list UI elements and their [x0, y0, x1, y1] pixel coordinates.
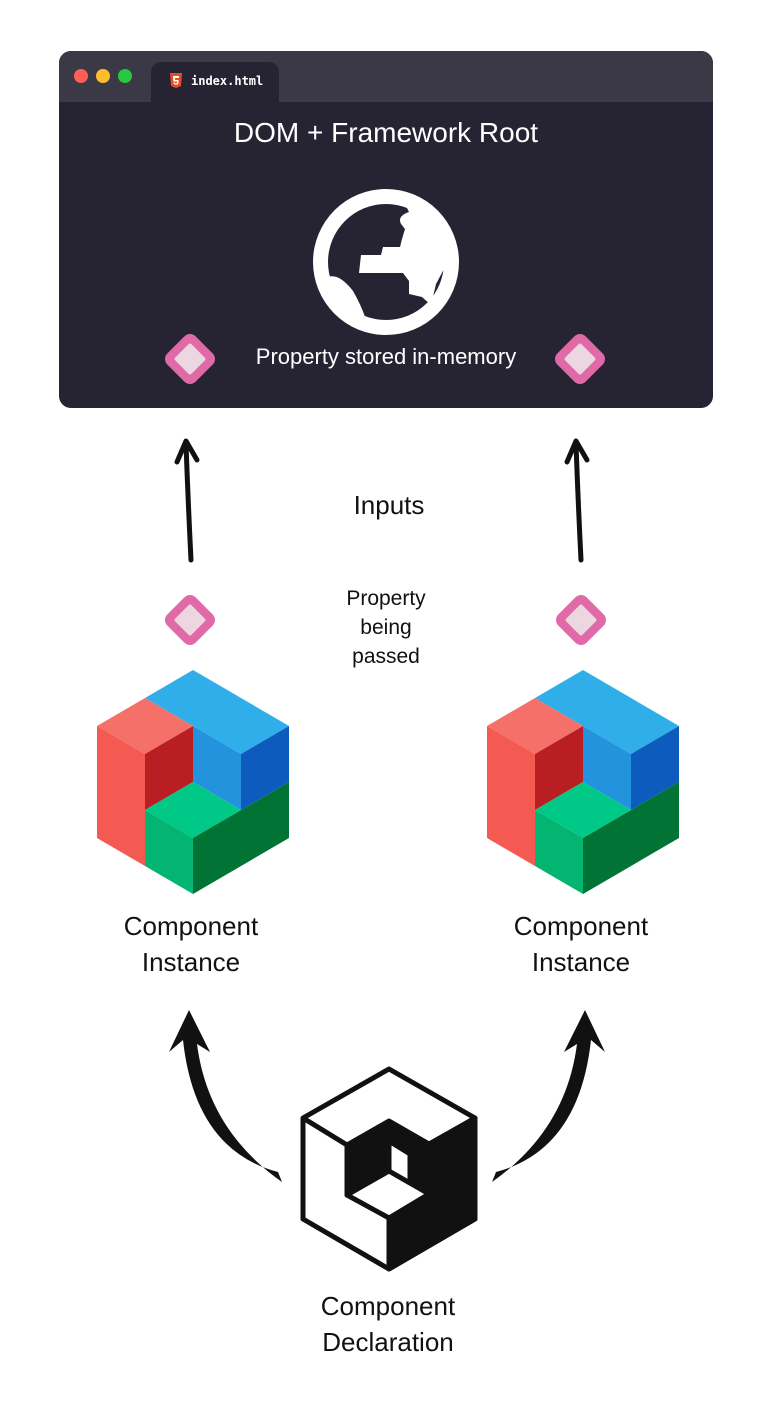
stored-label: Property stored in-memory: [255, 344, 517, 369]
component-instance-right-label: Component Instance: [513, 911, 649, 977]
html5-icon: [170, 73, 182, 88]
colorful-cube-icon: [97, 670, 289, 894]
maximize-window-button[interactable]: [118, 69, 132, 83]
browser-window: index.html DOM + Framework Root Property…: [59, 51, 713, 408]
pink-diamond-icon: [552, 591, 610, 649]
pink-diamond-icon: [161, 591, 219, 649]
tab-label: index.html: [191, 74, 264, 88]
component-declaration-label: Component Declaration: [320, 1291, 456, 1357]
close-window-button[interactable]: [74, 69, 88, 83]
outline-cube-icon: [300, 1066, 478, 1272]
up-arrow-left: [183, 441, 194, 563]
tab-index-html[interactable]: index.html: [151, 62, 279, 102]
up-arrow-right: [573, 441, 584, 563]
browser-titlebar: index.html: [59, 51, 713, 102]
curved-arrow-left: [169, 1010, 282, 1182]
root-title: DOM + Framework Root: [233, 117, 539, 148]
property-passed-label: Property being passed: [346, 587, 426, 668]
minimize-window-button[interactable]: [96, 69, 110, 83]
inputs-label: Inputs: [353, 490, 425, 520]
globe-icon: [313, 189, 459, 335]
component-instance-left-label: Component Instance: [123, 911, 259, 977]
up-arrow-left-head: [174, 438, 200, 465]
colorful-cube-icon: [487, 670, 679, 894]
up-arrow-right-head: [564, 438, 590, 465]
curved-arrow-right: [492, 1010, 605, 1182]
